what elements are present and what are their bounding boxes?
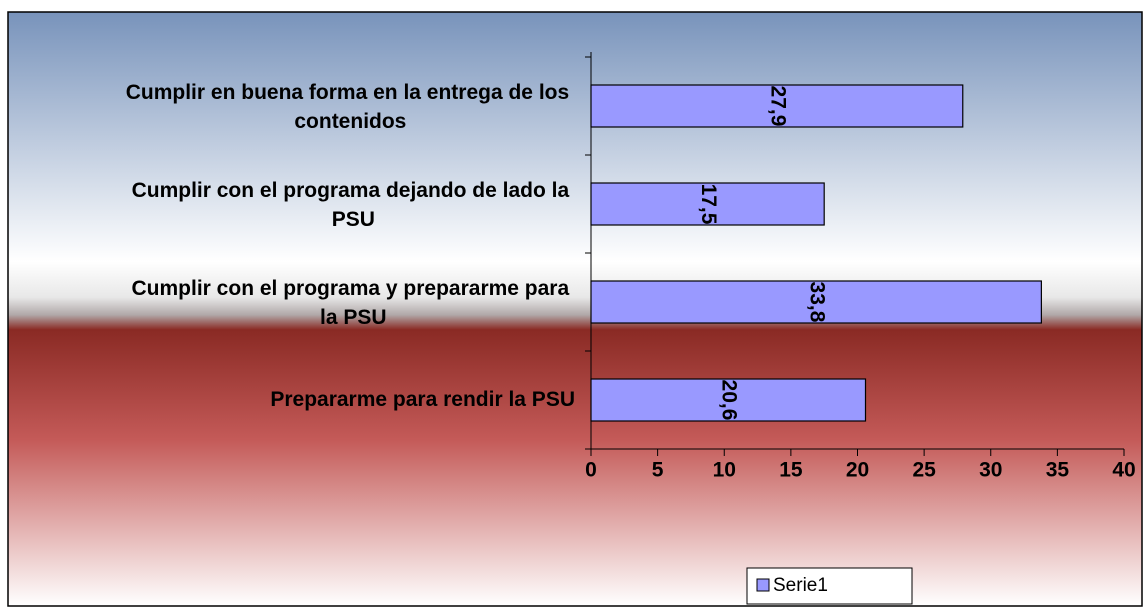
x-tick-label: 10 [713,459,736,482]
x-tick-label: 25 [912,459,936,482]
category-label: Prepararme para rendir la PSU [270,388,575,411]
value-label: 20,6 [718,380,741,421]
bar [590,378,867,422]
value-label: 33,8 [806,282,829,323]
x-tick-label: 40 [1112,459,1135,482]
category-label: Cumplir con el programa dejando de lado … [132,179,575,231]
bar [590,182,825,226]
category-label: Cumplir con el programa y prepararme par… [132,277,575,329]
value-label: 17,5 [697,184,720,225]
x-tick-label: 20 [846,459,869,482]
value-label: 27,9 [766,86,789,127]
x-tick-label: 5 [652,459,664,482]
bar [590,84,964,128]
legend-swatch [756,578,770,592]
x-tick-label: 30 [979,459,1002,482]
legend-label: Serie1 [773,575,828,596]
x-tick-label: 0 [585,459,597,482]
x-tick-label: 15 [779,459,803,482]
x-tick-label: 35 [1046,459,1070,482]
legend-box [746,567,913,605]
category-label: Cumplir en buena forma en la entrega de … [126,81,575,133]
bar [590,280,1042,324]
